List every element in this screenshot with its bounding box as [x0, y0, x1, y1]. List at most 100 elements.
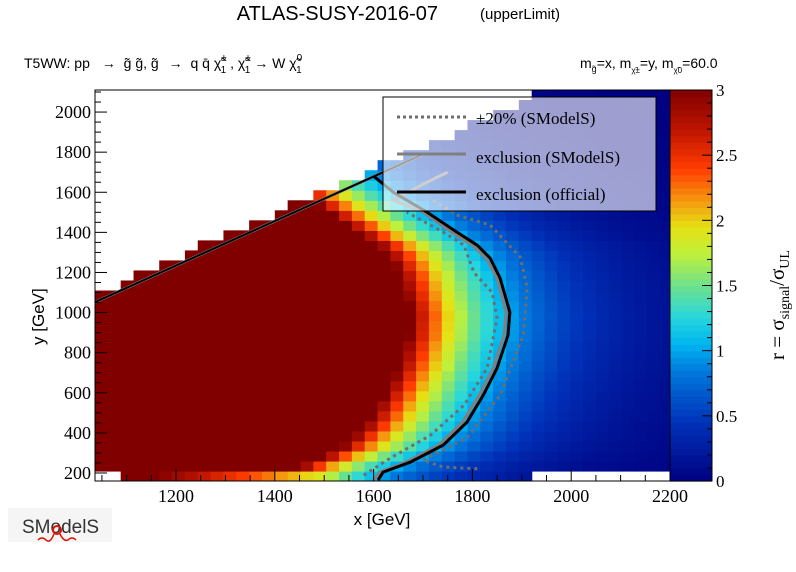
heatmap-cell — [467, 220, 481, 231]
heatmap-cell — [390, 440, 404, 452]
heatmap-cell — [621, 250, 636, 262]
heatmap-cell — [339, 300, 353, 312]
y-tick-label: 400 — [64, 423, 91, 443]
heatmap-cell — [210, 390, 225, 402]
heatmap-cell — [95, 370, 109, 382]
heatmap-cell — [390, 330, 404, 342]
heatmap-cell — [647, 330, 661, 342]
heatmap-cell — [467, 210, 481, 221]
heatmap-cell — [660, 140, 670, 151]
heatmap-cell — [416, 340, 430, 352]
heatmap-cell — [557, 240, 571, 252]
colorbar-tick-label: 0.5 — [716, 407, 737, 426]
colorbar-segment — [670, 285, 712, 293]
heatmap-cell — [390, 350, 404, 362]
heatmap-cell — [403, 320, 417, 332]
heatmap-cell — [441, 390, 456, 402]
heatmap-cell — [313, 370, 327, 382]
heatmap-cell — [120, 330, 135, 342]
heatmap-cell — [416, 220, 430, 231]
heatmap-cell — [120, 360, 135, 372]
heatmap-cell — [634, 260, 648, 272]
heatmap-cell — [531, 340, 546, 352]
heatmap-cell — [133, 390, 147, 402]
heatmap-cell — [647, 290, 661, 302]
heatmap-cell — [403, 250, 417, 262]
heatmap-cell — [428, 360, 443, 372]
heatmap-cell — [223, 260, 237, 272]
heatmap-cell — [595, 90, 610, 101]
heatmap-cell — [300, 450, 314, 462]
colorbar-segment — [670, 278, 712, 287]
heatmap-cell — [531, 290, 546, 302]
heatmap-cell — [339, 210, 353, 221]
colorbar-segment — [670, 168, 712, 176]
heatmap-cell — [505, 420, 520, 432]
heatmap-cell — [660, 110, 670, 121]
heatmap-cell — [339, 470, 353, 481]
heatmap-cell — [351, 230, 366, 241]
heatmap-cell — [313, 220, 327, 231]
heatmap-cell — [172, 270, 186, 282]
heatmap-cell — [544, 250, 558, 262]
heatmap-cell — [454, 240, 469, 252]
heatmap-cell — [146, 470, 160, 481]
heatmap-cell — [184, 400, 199, 412]
heatmap-cell — [133, 470, 147, 481]
heatmap-cell — [159, 260, 173, 272]
heatmap-cell — [120, 440, 135, 452]
heatmap-cell — [531, 90, 546, 101]
heatmap-cell — [364, 300, 379, 312]
heatmap-cell — [608, 220, 623, 231]
heatmap-cell — [249, 440, 263, 452]
heatmap-cell — [441, 470, 456, 481]
heatmap-cell — [274, 320, 289, 332]
heatmap-cell — [621, 240, 636, 252]
heatmap-cell — [634, 330, 648, 342]
heatmap-cell — [467, 450, 481, 462]
heatmap-cell — [647, 360, 661, 372]
heatmap-cell — [236, 390, 250, 402]
heatmap-cell — [172, 440, 186, 452]
heatmap-cell — [428, 410, 443, 422]
heatmap-cell — [210, 310, 225, 322]
smodels-logo: SModelS — [8, 508, 112, 542]
heatmap-cell — [159, 290, 173, 302]
heatmap-cell — [146, 440, 160, 452]
heatmap-cell — [531, 410, 546, 422]
heatmap-cell — [120, 430, 135, 442]
heatmap-cell — [467, 370, 481, 382]
heatmap-cell — [95, 430, 109, 442]
heatmap-cell — [146, 450, 160, 462]
heatmap-cell — [377, 260, 392, 272]
heatmap-cell — [159, 420, 173, 432]
heatmap-cell — [249, 410, 263, 422]
heatmap-cell — [274, 270, 289, 282]
heatmap-cell — [184, 420, 199, 432]
heatmap-cell — [570, 220, 584, 231]
heatmap-cell — [197, 360, 212, 372]
heatmap-cell — [557, 310, 571, 322]
colorbar-segment — [670, 135, 712, 143]
heatmap-cell — [300, 360, 314, 372]
heatmap-cell — [236, 430, 250, 442]
heatmap-cell — [518, 400, 533, 412]
heatmap-cell — [184, 250, 199, 262]
heatmap-cell — [120, 390, 135, 402]
heatmap-cell — [274, 310, 289, 322]
heatmap-cell — [223, 440, 237, 452]
heatmap-cell — [518, 210, 533, 221]
heatmap-cell — [390, 210, 404, 221]
heatmap-cell — [621, 390, 636, 402]
heatmap-cell — [339, 410, 353, 422]
heatmap-cell — [159, 450, 173, 462]
heatmap-cell — [120, 320, 135, 332]
heatmap-cell — [287, 410, 302, 422]
heatmap-cell — [647, 390, 661, 402]
heatmap-cell — [390, 420, 404, 432]
heatmap-cell — [236, 250, 250, 262]
x-tick-label: 1600 — [356, 486, 392, 506]
heatmap-cell — [557, 350, 571, 362]
heatmap-cell — [287, 290, 302, 302]
heatmap-cell — [608, 280, 623, 292]
